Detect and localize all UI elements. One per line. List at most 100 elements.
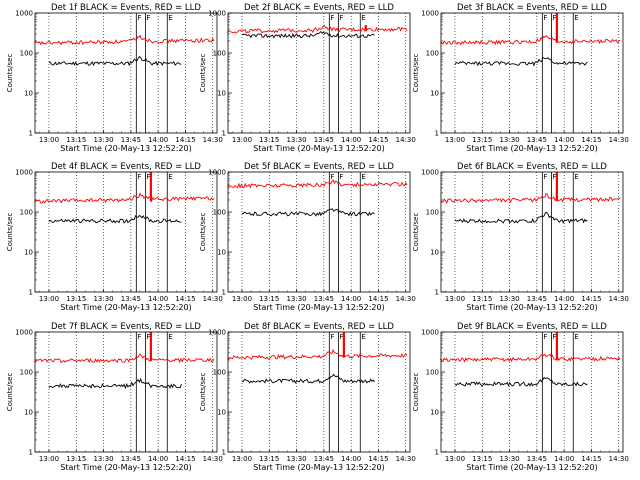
x-tick-label: 14:30 bbox=[609, 136, 629, 144]
marker-label: E bbox=[168, 14, 172, 22]
x-tick-label: 13:30 bbox=[499, 295, 519, 303]
x-tick-label: 14:15 bbox=[175, 295, 195, 303]
x-tick-label: 13:15 bbox=[259, 455, 279, 463]
plot-frame bbox=[34, 171, 218, 293]
marker-label: F bbox=[137, 333, 141, 341]
y-tick-label: 100 bbox=[20, 209, 33, 217]
marker-label: F bbox=[146, 173, 150, 181]
y-axis-label: Counts/sec bbox=[199, 373, 207, 412]
panel-title: Det 2f BLACK = Events, RED = LLD bbox=[244, 3, 394, 13]
x-tick-label: 14:15 bbox=[581, 136, 601, 144]
y-tick-label: 1000 bbox=[208, 169, 226, 177]
panel-title: Det 3f BLACK = Events, RED = LLD bbox=[457, 3, 607, 13]
x-tick-label: 13:00 bbox=[232, 136, 252, 144]
y-axis-label: Counts/sec bbox=[412, 54, 420, 93]
x-tick-label: 13:30 bbox=[499, 136, 519, 144]
marker-label: F bbox=[552, 333, 556, 341]
marker-label: E bbox=[361, 173, 365, 181]
series-events bbox=[241, 30, 375, 39]
x-tick-label: 13:00 bbox=[39, 136, 59, 144]
y-tick-label: 1000 bbox=[421, 169, 439, 177]
x-tick-label: 14:15 bbox=[368, 136, 388, 144]
marker-label: F bbox=[552, 173, 556, 181]
panel-title: Det 6f BLACK = Events, RED = LLD bbox=[457, 162, 607, 172]
y-axis-label: Counts/sec bbox=[199, 213, 207, 252]
panel-title: Det 1f BLACK = Events, RED = LLD bbox=[51, 3, 201, 13]
y-tick-label: 1 bbox=[29, 289, 33, 297]
x-tick-label: 14:30 bbox=[203, 295, 223, 303]
x-tick-label: 14:30 bbox=[203, 455, 223, 463]
marker-label: E bbox=[168, 173, 172, 181]
marker-label: F bbox=[339, 14, 343, 22]
x-tick-label: 13:45 bbox=[527, 295, 547, 303]
x-tick-label: 14:15 bbox=[175, 455, 195, 463]
x-tick-label: 13:15 bbox=[259, 295, 279, 303]
series-lld bbox=[227, 348, 408, 360]
x-tick-label: 13:45 bbox=[121, 295, 141, 303]
x-tick-label: 13:00 bbox=[39, 295, 59, 303]
x-axis-label: Start Time (20-May-13 12:52:20) bbox=[466, 463, 597, 472]
x-tick-label: 13:45 bbox=[527, 136, 547, 144]
marker-label: E bbox=[168, 333, 172, 341]
series-events bbox=[48, 377, 182, 390]
y-tick-label: 100 bbox=[426, 209, 439, 217]
panel-title: Det 7f BLACK = Events, RED = LLD bbox=[51, 322, 201, 332]
series-lld bbox=[227, 179, 408, 189]
plot-frame bbox=[34, 331, 218, 453]
y-axis-label: Counts/sec bbox=[412, 213, 420, 252]
marker-label: E bbox=[574, 333, 578, 341]
marker-label: E bbox=[574, 173, 578, 181]
x-tick-label: 14:00 bbox=[341, 295, 361, 303]
panel-title: Det 9f BLACK = Events, RED = LLD bbox=[457, 322, 607, 332]
x-tick-label: 13:00 bbox=[232, 295, 252, 303]
x-tick-label: 13:00 bbox=[39, 455, 59, 463]
y-tick-label: 1000 bbox=[208, 10, 226, 18]
y-tick-label: 100 bbox=[426, 369, 439, 377]
x-tick-label: 13:45 bbox=[121, 136, 141, 144]
x-tick-label: 14:00 bbox=[341, 455, 361, 463]
x-tick-label: 13:00 bbox=[445, 136, 465, 144]
x-tick-label: 13:15 bbox=[472, 455, 492, 463]
y-tick-label: 10 bbox=[24, 249, 33, 257]
marker-label: F bbox=[543, 333, 547, 341]
y-tick-label: 100 bbox=[213, 209, 226, 217]
y-tick-label: 10 bbox=[217, 90, 226, 98]
y-axis-label: Counts/sec bbox=[412, 373, 420, 412]
x-tick-label: 13:15 bbox=[472, 136, 492, 144]
x-tick-label: 14:30 bbox=[396, 136, 416, 144]
x-tick-label: 13:30 bbox=[93, 455, 113, 463]
series-lld bbox=[227, 24, 408, 34]
y-tick-label: 100 bbox=[426, 50, 439, 58]
x-tick-label: 13:15 bbox=[472, 295, 492, 303]
series-lld bbox=[34, 353, 215, 364]
y-tick-label: 100 bbox=[20, 50, 33, 58]
x-tick-label: 13:15 bbox=[66, 455, 86, 463]
y-tick-label: 1 bbox=[435, 449, 439, 457]
y-tick-label: 1000 bbox=[421, 10, 439, 18]
y-tick-label: 10 bbox=[217, 249, 226, 257]
plot-frame bbox=[440, 171, 624, 293]
x-axis-label: Start Time (20-May-13 12:52:20) bbox=[60, 303, 191, 312]
series-lld bbox=[34, 192, 215, 204]
marker-label: F bbox=[137, 173, 141, 181]
series-events bbox=[48, 55, 182, 67]
y-tick-label: 100 bbox=[213, 369, 226, 377]
x-tick-label: 13:45 bbox=[121, 455, 141, 463]
marker-label: E bbox=[574, 14, 578, 22]
x-tick-label: 14:15 bbox=[581, 455, 601, 463]
marker-label: F bbox=[330, 173, 334, 181]
y-tick-label: 10 bbox=[24, 409, 33, 417]
x-tick-label: 13:45 bbox=[314, 295, 334, 303]
y-tick-label: 1000 bbox=[208, 329, 226, 337]
x-tick-label: 13:30 bbox=[499, 455, 519, 463]
y-tick-label: 1 bbox=[435, 130, 439, 138]
x-tick-label: 14:00 bbox=[341, 136, 361, 144]
series-lld bbox=[439, 353, 621, 363]
x-axis-label: Start Time (20-May-13 12:52:20) bbox=[253, 144, 384, 153]
x-tick-label: 14:15 bbox=[581, 295, 601, 303]
